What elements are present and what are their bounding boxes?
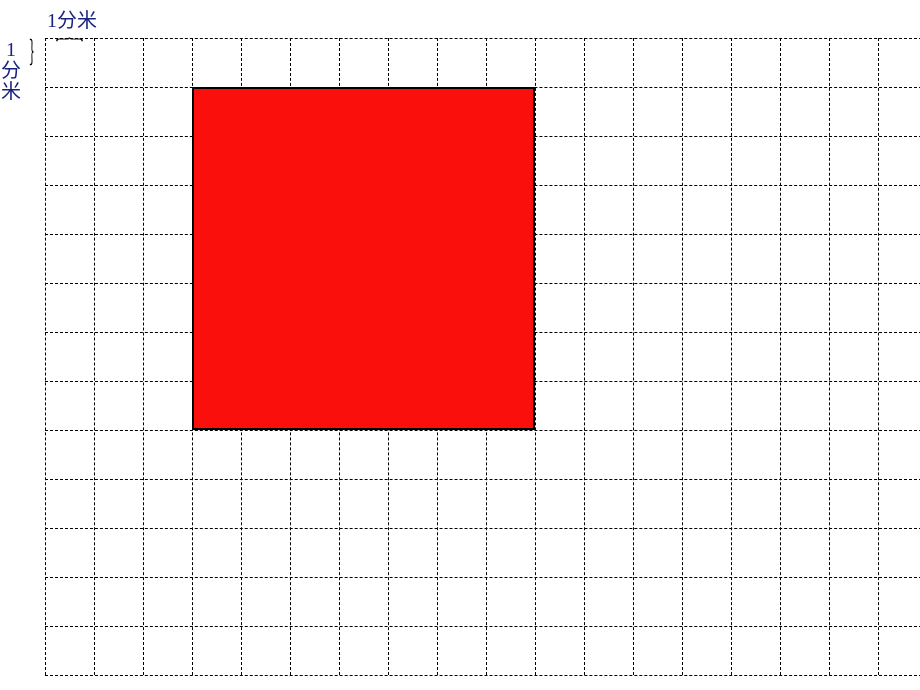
grid-vline bbox=[143, 38, 144, 675]
grid-vline bbox=[780, 38, 781, 675]
grid-vline bbox=[584, 38, 585, 675]
left-unit-label-text: 1分米 bbox=[1, 40, 21, 103]
diagram-canvas: 1分米 1分米 ︷ ︷ bbox=[0, 0, 920, 690]
grid-hline bbox=[45, 528, 920, 529]
grid-hline bbox=[45, 675, 920, 676]
grid-hline bbox=[45, 38, 920, 39]
grid-vline bbox=[535, 38, 536, 675]
grid-hline bbox=[45, 430, 920, 431]
grid-vline bbox=[682, 38, 683, 675]
grid-vline bbox=[45, 38, 46, 675]
grid-hline bbox=[45, 577, 920, 578]
grid-vline bbox=[94, 38, 95, 675]
grid-vline bbox=[829, 38, 830, 675]
grid-vline bbox=[878, 38, 879, 675]
grid-vline bbox=[633, 38, 634, 675]
grid-hline bbox=[45, 479, 920, 480]
left-brace: ︷ bbox=[28, 38, 42, 87]
left-unit-label: 1分米 bbox=[0, 40, 22, 103]
grid-vline bbox=[731, 38, 732, 675]
red-square bbox=[192, 87, 535, 430]
grid-hline bbox=[45, 626, 920, 627]
